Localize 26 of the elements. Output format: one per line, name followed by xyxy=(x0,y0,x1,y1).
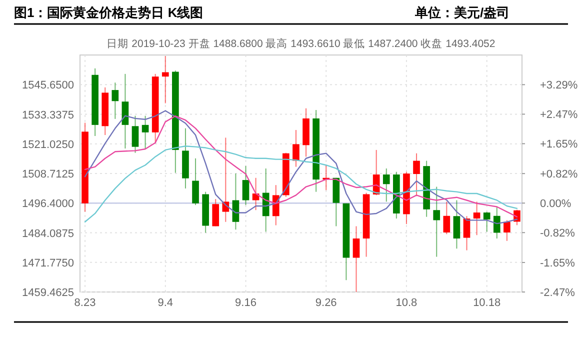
x-tick-label: 9.4 xyxy=(158,297,174,309)
y2-tick-label: -2.47% xyxy=(540,287,576,299)
line-series xyxy=(84,146,518,222)
y2-tick-label: +3.29% xyxy=(540,80,578,92)
x-tick-label: 9.16 xyxy=(235,297,256,309)
x-tick-label: 10.8 xyxy=(396,297,418,309)
y2-tick-label: +2.47% xyxy=(540,109,578,122)
chart-subtitle: 日期 2019-10-23 开盘 1488.6800 最高 1493.6610 最低 1487.2400 收盘 1493.4052 xyxy=(106,37,496,50)
x-tick-label: 9.26 xyxy=(315,297,337,309)
text: 单位：美元/盎司 xyxy=(414,5,510,20)
x-tick-label: 8.23 xyxy=(74,297,96,309)
y2-tick-label: +1.65% xyxy=(540,138,578,151)
y-tick-label: 1484.0875 xyxy=(22,228,74,240)
y2-tick-label: 0.00% xyxy=(540,198,572,210)
y-tick-label: 1496.4000 xyxy=(22,198,74,210)
y-tick-label: 1508.7125 xyxy=(22,168,74,180)
chart-title: 图1：国际黄金价格走势日 K线图 xyxy=(14,5,204,20)
y-tick-label: 1521.0250 xyxy=(22,138,74,151)
y-tick-label: 1533.3375 xyxy=(22,109,74,122)
y2-tick-label: -0.82% xyxy=(540,228,576,240)
y-tick-label: 1459.4625 xyxy=(22,287,74,299)
y-tick-label: 1545.6500 xyxy=(22,80,74,92)
y-tick-label: 1471.7750 xyxy=(22,257,74,270)
x-tick-label: 10.18 xyxy=(473,297,501,309)
y2-tick-label: -1.65% xyxy=(540,257,576,270)
y2-tick-label: +0.82% xyxy=(540,168,578,181)
